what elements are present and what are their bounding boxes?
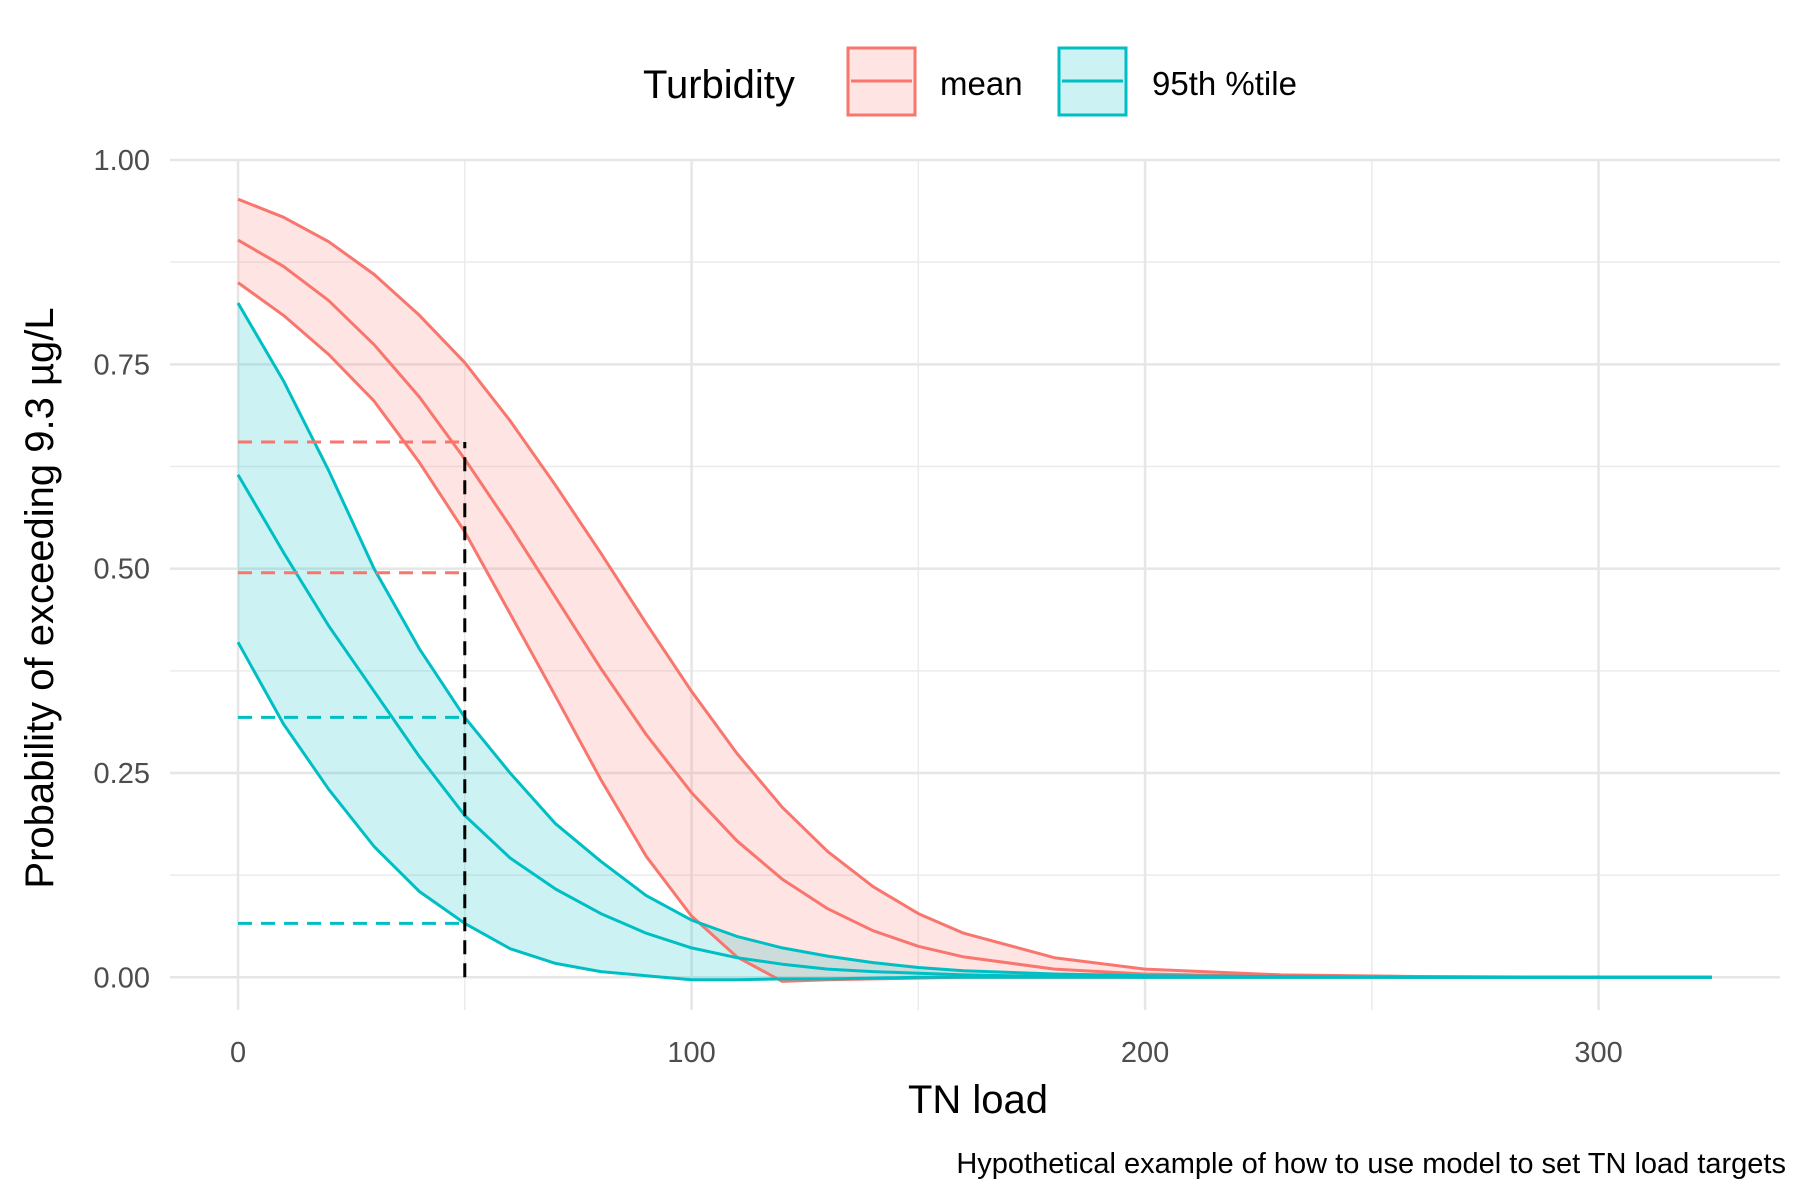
y-axis-title: Probability of exceeding 9.3 µg/L xyxy=(18,307,62,888)
gridlines xyxy=(170,158,1780,1010)
band-mean xyxy=(238,199,1712,982)
x-axis-ticks: 0 100 200 300 xyxy=(230,1037,1623,1069)
x-tick-label: 200 xyxy=(1121,1037,1169,1069)
legend-title: Turbidity xyxy=(643,63,795,107)
legend-key-mean xyxy=(846,46,917,117)
legend: Turbidity mean 95th %tile xyxy=(643,46,1297,117)
line-95th-pcttile-upper xyxy=(236,302,1712,979)
y-tick-label: 0.00 xyxy=(94,962,150,994)
ribbon-bands xyxy=(238,199,1712,982)
y-tick-label: 0.50 xyxy=(94,554,150,586)
legend-label-mean: mean xyxy=(940,65,1023,102)
y-axis-ticks: 0.00 0.25 0.50 0.75 1.00 xyxy=(94,145,150,994)
x-tick-label: 0 xyxy=(230,1037,246,1069)
x-tick-label: 300 xyxy=(1574,1037,1622,1069)
x-tick-label: 100 xyxy=(667,1037,715,1069)
caption: Hypothetical example of how to use model… xyxy=(956,1148,1786,1180)
y-tick-label: 1.00 xyxy=(94,145,150,177)
y-tick-label: 0.75 xyxy=(94,349,150,381)
line-mean-upper xyxy=(237,197,1712,979)
y-tick-label: 0.25 xyxy=(94,758,150,790)
x-axis-title: TN load xyxy=(908,1078,1048,1122)
legend-key-95th-percentile xyxy=(1057,46,1128,117)
target-annotations xyxy=(238,440,467,978)
legend-label-95th-percentile: 95th %tile xyxy=(1152,65,1297,102)
